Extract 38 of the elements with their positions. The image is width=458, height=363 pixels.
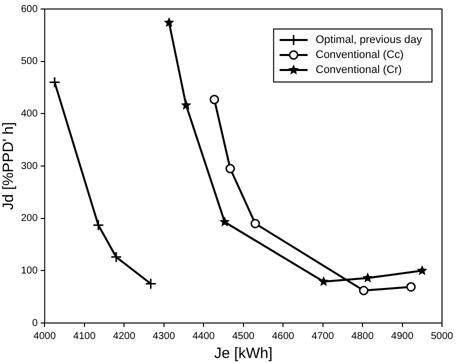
y-axis-title: Jd [%PPD' h] bbox=[0, 122, 18, 210]
point bbox=[219, 216, 230, 226]
point bbox=[164, 17, 174, 28]
point bbox=[145, 278, 157, 290]
y-tick-label: 100 bbox=[20, 265, 38, 276]
point bbox=[416, 265, 428, 276]
point bbox=[406, 282, 416, 292]
x-tick-label: 4800 bbox=[351, 330, 374, 342]
x-tick-label: 4500 bbox=[232, 330, 255, 342]
point bbox=[180, 100, 192, 110]
point bbox=[48, 76, 60, 88]
x-tick-label: 4200 bbox=[113, 330, 136, 342]
point bbox=[250, 218, 260, 228]
point bbox=[362, 272, 373, 282]
point bbox=[225, 164, 235, 174]
point bbox=[318, 276, 329, 286]
y-tick-label: 200 bbox=[20, 213, 38, 224]
x-tick-label: 5000 bbox=[430, 330, 454, 342]
x-tick-label: 4000 bbox=[34, 330, 56, 342]
y-tick-label: 600 bbox=[20, 4, 38, 15]
x-tick-label: 4300 bbox=[152, 330, 176, 342]
point bbox=[210, 94, 220, 104]
legend-label: Conventional (Cc) bbox=[316, 49, 404, 62]
x-tick-label: 4900 bbox=[391, 330, 414, 342]
x-tick-label: 4600 bbox=[272, 330, 295, 342]
point bbox=[358, 286, 368, 296]
point bbox=[92, 219, 104, 231]
x-tick-label: 4400 bbox=[192, 330, 216, 342]
point bbox=[110, 251, 122, 263]
legend-label: Conventional (Cr) bbox=[316, 64, 402, 76]
y-tick-label: 400 bbox=[20, 108, 38, 120]
y-tick-label: 300 bbox=[20, 160, 38, 172]
x-tick-label: 4700 bbox=[312, 330, 334, 342]
x-axis-title: Je [kWh] bbox=[214, 345, 273, 362]
y-tick-label: 500 bbox=[20, 56, 38, 68]
legend-label: Optimal, previous day bbox=[316, 34, 422, 46]
x-tick-label: 4100 bbox=[73, 330, 96, 342]
y-tick-label: 0 bbox=[32, 318, 38, 329]
